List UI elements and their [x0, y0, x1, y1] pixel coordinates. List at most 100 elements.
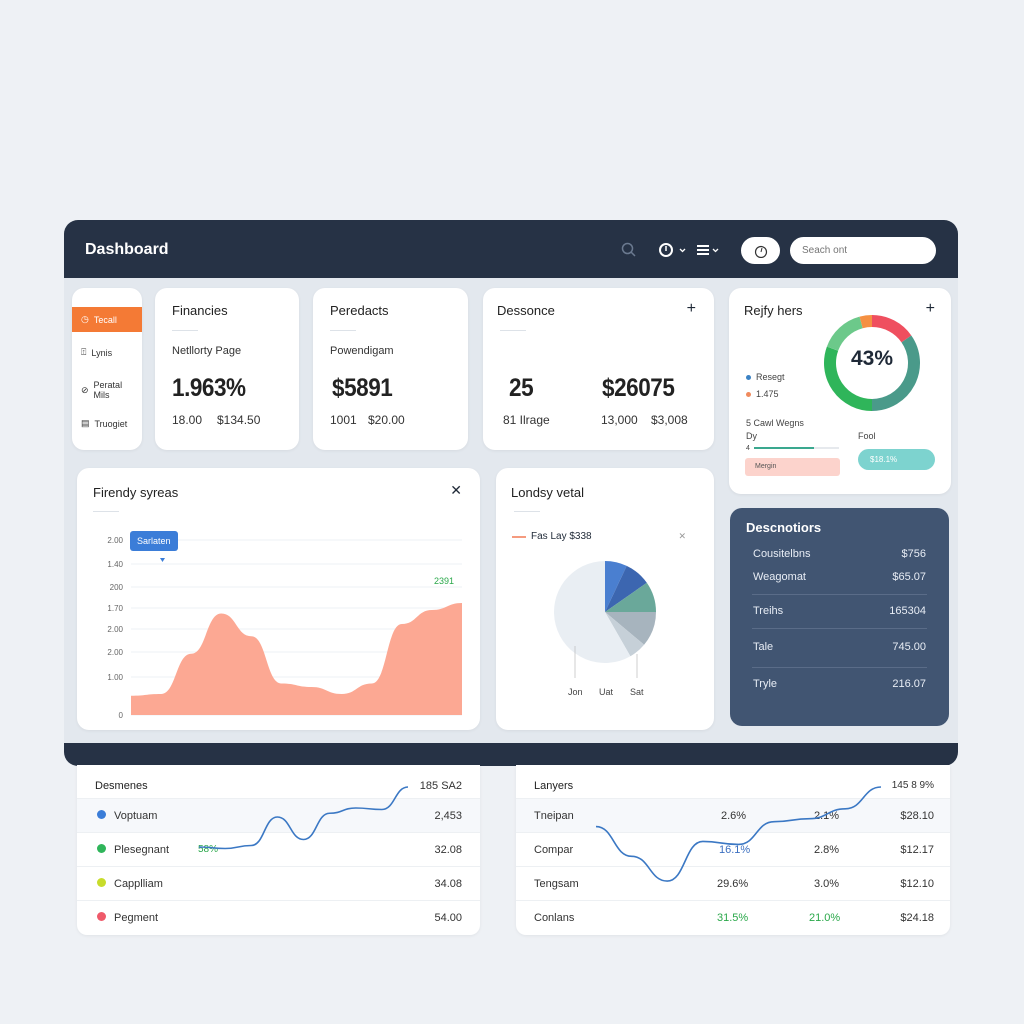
descriptions-panel: Descnotiors Cousitelbns $756 Weagomat $65.… — [730, 508, 949, 726]
tag-icon: ⊘ — [81, 384, 89, 395]
sparkline-path — [595, 786, 882, 882]
donut-center-value: 43% — [851, 347, 894, 370]
card-subtitle: Powendigam — [330, 345, 394, 357]
building-icon: ▤ — [81, 418, 90, 428]
status-bar: Mergin — [745, 458, 840, 476]
sidebar-item-truogiet[interactable]: ▤ Truogiet — [81, 418, 128, 429]
card-dessonce: Dessonce + 25 $26075 81 Ilrage 13,000 $3… — [483, 288, 714, 450]
card-financies: Financies Netllorty Page 1.963% 18.00 $1… — [155, 288, 299, 450]
legend-label: Resegt — [756, 372, 785, 382]
pie-slice — [605, 582, 656, 612]
lock-icon: ⍐ — [81, 347, 87, 357]
donut-segment — [871, 335, 920, 411]
add-icon[interactable]: + — [925, 300, 935, 317]
legend-label: 1.475 — [756, 389, 779, 399]
search-input[interactable] — [790, 237, 936, 264]
y-tick-label: 0 — [119, 711, 124, 720]
card-area-chart: Firendy syreas ✕ 2.00 1.40 200 1.70 2.00 2.00… — [77, 468, 480, 730]
table-row[interactable]: Tengsam 29.6% 3.0% $12.10 — [516, 866, 950, 900]
table-row[interactable]: Voptuam 2,453 — [77, 798, 480, 832]
card-foot: $3,008 — [651, 413, 688, 427]
timer-button[interactable] — [741, 237, 780, 264]
clock-dropdown-icon[interactable] — [659, 242, 689, 258]
y-tick-label: 2.00 — [107, 648, 123, 657]
description-row: Weagomat $65.07 — [753, 571, 926, 583]
card-value: 1.963% — [172, 374, 246, 402]
y-tick-label: 1.40 — [107, 560, 123, 569]
tooltip-pointer — [160, 558, 165, 562]
label: Dy — [746, 431, 757, 441]
table-row[interactable]: Compar 16.1% 2.8% $12.17 — [516, 832, 950, 866]
legend-line — [512, 535, 526, 538]
legend-dot — [746, 392, 751, 397]
label: Fool — [858, 431, 876, 441]
panel-title: Descnotiors — [746, 520, 822, 535]
area-chart: 2.00 1.40 200 1.70 2.00 2.00 1.00 0 — [107, 536, 462, 720]
table-row[interactable]: Pegment 54.00 — [77, 900, 480, 934]
description-row: Tale 745.00 — [753, 641, 926, 653]
y-tick-label: 1.70 — [107, 604, 123, 613]
donut-segment — [824, 346, 873, 411]
card-value: $5891 — [332, 374, 393, 402]
pie-label: Uat — [599, 687, 614, 697]
close-icon[interactable]: ✕ — [450, 482, 462, 498]
card-foot: 18.00 — [172, 413, 203, 427]
donut-segment — [826, 316, 863, 351]
sidebar-item-peratal[interactable]: ⊘ Peratal Mils — [81, 380, 123, 400]
add-icon[interactable]: + — [686, 300, 696, 317]
close-icon[interactable]: ✕ — [678, 531, 686, 541]
card-foot: $20.00 — [368, 413, 405, 427]
card-subtitle: Netllorty Page — [172, 345, 242, 357]
pie-slice — [554, 561, 631, 663]
description-row: Treihs 165304 — [753, 605, 926, 617]
y-tick-label: 2.00 — [107, 625, 123, 634]
table-row[interactable]: Conlans 31.5% 21.0% $24.18 — [516, 900, 950, 934]
card-peredacts: Peredacts Powendigam $5891 1001 $20.00 — [313, 288, 468, 450]
clock-icon: ◷ — [81, 314, 89, 324]
card-title: Financies — [172, 303, 228, 318]
donut-segment — [871, 315, 912, 343]
card-foot: $134.50 — [217, 413, 261, 427]
sparkline-path — [198, 786, 409, 850]
card-value: $26075 — [602, 374, 675, 402]
table-title: Lanyers — [534, 780, 574, 792]
card-title: Firendy syreas — [93, 485, 179, 500]
progress-track — [754, 447, 839, 449]
table-row[interactable]: Tneipan 2.6% 2.1% $28.10 — [516, 798, 950, 832]
timer-icon — [754, 245, 767, 258]
card-rejfy: Rejfy hers + 43% Resegt 1.475 5 Cawl Weg… — [729, 288, 951, 494]
page-title: Dashboard — [85, 241, 169, 258]
table-row[interactable]: Capplliam 34.08 — [77, 866, 480, 900]
table-desmenes: Desmenes 185 SA2 Voptuam 2,453 Plesegnant… — [77, 765, 480, 935]
card-foot: 13,000 — [601, 413, 638, 427]
status-pill: $18.1% — [858, 449, 935, 470]
menu-dropdown-icon[interactable] — [696, 242, 724, 258]
progress-label: 4 — [746, 445, 750, 452]
card-title: Rejfy hers — [744, 303, 803, 318]
y-tick-label: 200 — [110, 583, 124, 592]
sidebar: ◷ Tecall ⍐ Lynis ⊘ Peratal Mils ▤ Truogiet — [72, 288, 142, 450]
pie-chart — [554, 561, 656, 678]
caption: 5 Cawl Wegns — [746, 418, 804, 428]
search-icon[interactable] — [621, 242, 637, 258]
pie-slice — [605, 612, 645, 657]
sidebar-item-tecall[interactable]: ◷ Tecall — [72, 307, 142, 332]
table-lanyers: Lanyers 145 8 9% Tneipan 2.6% 2.1% $28.10 C… — [516, 765, 950, 935]
y-tick-label: 2.00 — [107, 536, 123, 545]
pie-label: Sat — [630, 687, 644, 697]
card-pie-chart: Londsy vetal Fas Lay $338 ✕ Jon Uat Sat — [496, 468, 714, 730]
legend-label: Fas Lay $338 — [531, 531, 592, 542]
card-foot: 1001 — [330, 413, 357, 427]
donut-chart — [824, 315, 920, 411]
sparkline — [198, 786, 409, 850]
chart-annotation: 2391 — [434, 576, 455, 586]
table-row[interactable]: Plesegnant 58% 32.08 — [77, 832, 480, 866]
chart-tooltip: Sarlaten — [130, 531, 178, 551]
card-value: 25 — [509, 374, 534, 402]
area-series — [131, 603, 462, 715]
table-total: 185 SA2 — [419, 780, 462, 792]
sparkline — [595, 786, 882, 882]
description-row: Cousitelbns $756 — [753, 548, 926, 560]
legend-dot — [746, 375, 751, 380]
sidebar-item-lynis[interactable]: ⍐ Lynis — [81, 347, 113, 358]
